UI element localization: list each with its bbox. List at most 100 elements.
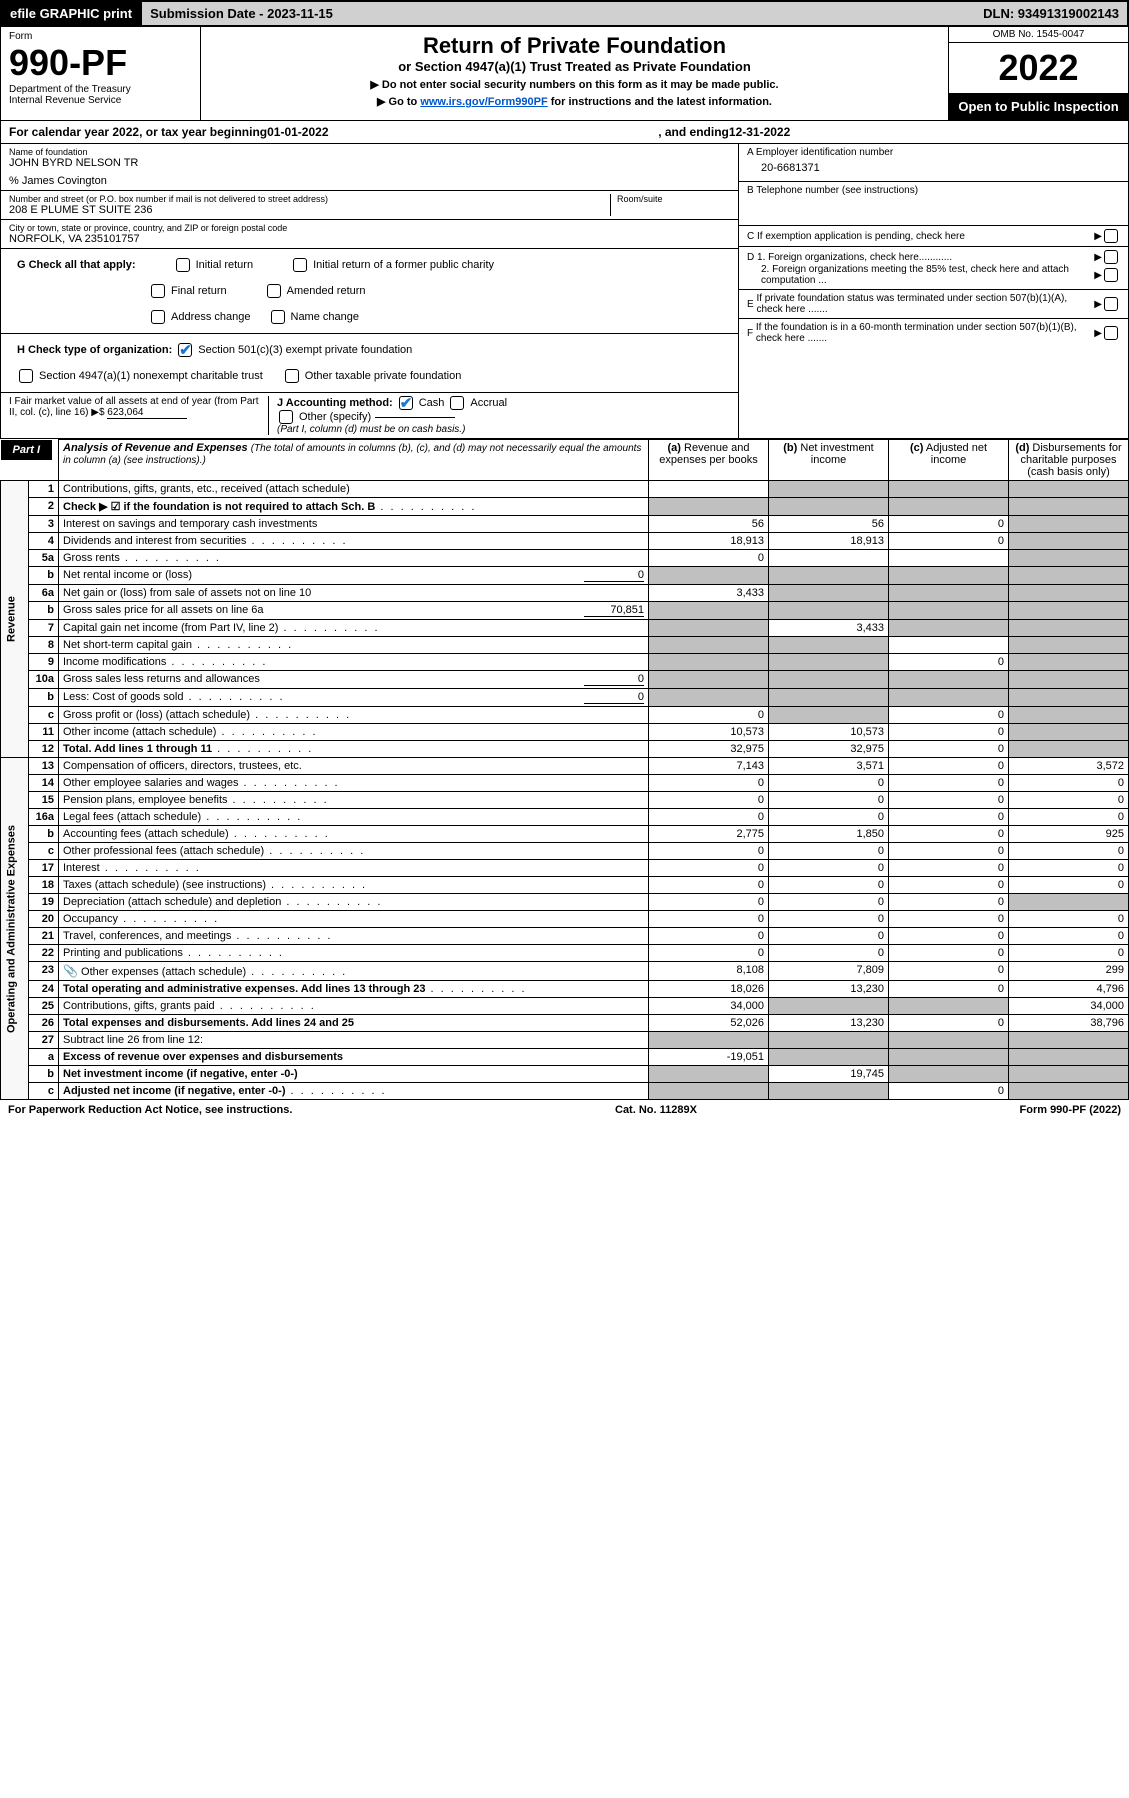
cell-value	[769, 1032, 889, 1049]
table-row: 10aGross sales less returns and allowanc…	[1, 671, 1129, 689]
table-row: bNet investment income (if negative, ent…	[1, 1066, 1129, 1083]
cell-value	[649, 620, 769, 637]
g-section: G Check all that apply: Initial return I…	[1, 249, 738, 334]
cell-value	[769, 498, 889, 516]
cell-value: 34,000	[649, 998, 769, 1015]
cell-value: 0	[1009, 809, 1129, 826]
table-row: bGross sales price for all assets on lin…	[1, 602, 1129, 620]
cell-value	[649, 1032, 769, 1049]
cell-value: 0	[889, 826, 1009, 843]
omb-number: OMB No. 1545-0047	[949, 27, 1128, 43]
cell-value: 0	[649, 911, 769, 928]
table-row: 27Subtract line 26 from line 12:	[1, 1032, 1129, 1049]
name-cell: Name of foundation JOHN BYRD NELSON TR %…	[1, 144, 738, 191]
cell-value: 0	[1009, 860, 1129, 877]
cal-mid: , and ending	[658, 125, 729, 139]
top-bar: efile GRAPHIC print Submission Date - 20…	[0, 0, 1129, 27]
tel-cell: B Telephone number (see instructions)	[739, 182, 1128, 226]
cell-value	[769, 1083, 889, 1100]
table-row: 11Other income (attach schedule)10,57310…	[1, 724, 1129, 741]
city-label: City or town, state or province, country…	[9, 223, 730, 233]
table-row: 12Total. Add lines 1 through 1132,97532,…	[1, 741, 1129, 758]
checkbox-former-charity[interactable]	[293, 258, 307, 272]
submission-date: Submission Date - 2023-11-15	[140, 2, 341, 25]
row-number: 13	[29, 758, 59, 775]
city-cell: City or town, state or province, country…	[1, 220, 738, 249]
cell-value: 0	[649, 707, 769, 724]
cell-value	[649, 671, 769, 689]
cell-value	[889, 550, 1009, 567]
cell-value: 7,143	[649, 758, 769, 775]
cell-value: 0	[769, 809, 889, 826]
calendar-year-row: For calendar year 2022, or tax year begi…	[0, 121, 1129, 144]
g-label: G Check all that apply:	[17, 259, 136, 271]
cell-value: 0	[889, 928, 1009, 945]
row-number: b	[29, 689, 59, 707]
cell-value: 925	[1009, 826, 1129, 843]
table-row: Revenue1Contributions, gifts, grants, et…	[1, 481, 1129, 498]
row-number: 26	[29, 1015, 59, 1032]
checkbox-other-taxable[interactable]	[285, 369, 299, 383]
checkbox-e[interactable]	[1104, 297, 1118, 311]
row-desc: Printing and publications	[59, 945, 649, 962]
cell-value: 0	[889, 792, 1009, 809]
checkbox-accrual[interactable]	[450, 396, 464, 410]
cell-value: 0	[1009, 775, 1129, 792]
row-number: 19	[29, 894, 59, 911]
checkbox-501c3[interactable]	[178, 343, 192, 357]
row-number: 17	[29, 860, 59, 877]
checkbox-amended[interactable]	[267, 284, 281, 298]
col-d-label: (d)	[1015, 442, 1029, 454]
checkbox-f[interactable]	[1104, 326, 1118, 340]
form-number: 990-PF	[9, 42, 192, 84]
cell-value: 0	[889, 775, 1009, 792]
row-number: c	[29, 843, 59, 860]
cell-value	[1009, 1049, 1129, 1066]
checkbox-initial-return[interactable]	[176, 258, 190, 272]
checkbox-d1[interactable]	[1104, 250, 1118, 264]
cell-value: 0	[769, 860, 889, 877]
checkbox-other-method[interactable]	[279, 410, 293, 424]
cell-value	[1009, 1083, 1129, 1100]
cell-value	[769, 1049, 889, 1066]
table-row: 8Net short-term capital gain	[1, 637, 1129, 654]
note2-post: for instructions and the latest informat…	[548, 96, 772, 108]
city-value: NORFOLK, VA 235101757	[9, 233, 730, 245]
row-number: 11	[29, 724, 59, 741]
cell-value	[769, 998, 889, 1015]
row-desc: Gross profit or (loss) (attach schedule)	[59, 707, 649, 724]
checkbox-4947[interactable]	[19, 369, 33, 383]
cell-value: 10,573	[769, 724, 889, 741]
row-number: 24	[29, 981, 59, 998]
checkbox-addr-change[interactable]	[151, 310, 165, 324]
cell-value	[1009, 602, 1129, 620]
row-number: 27	[29, 1032, 59, 1049]
cell-value	[649, 637, 769, 654]
table-row: cGross profit or (loss) (attach schedule…	[1, 707, 1129, 724]
row-number: 21	[29, 928, 59, 945]
cell-value: 0	[649, 550, 769, 567]
checkbox-final-return[interactable]	[151, 284, 165, 298]
row-desc: Interest	[59, 860, 649, 877]
irs-link[interactable]: www.irs.gov/Form990PF	[420, 96, 547, 108]
cell-value	[769, 637, 889, 654]
row-number: b	[29, 567, 59, 585]
cell-value: 0	[1009, 911, 1129, 928]
irs-label: Internal Revenue Service	[9, 95, 192, 106]
cell-value	[1009, 1032, 1129, 1049]
checkbox-c[interactable]	[1104, 229, 1118, 243]
checkbox-name-change[interactable]	[271, 310, 285, 324]
attachment-icon[interactable]: 📎	[63, 964, 78, 978]
row-desc: Net investment income (if negative, ente…	[59, 1066, 649, 1083]
form-subtitle: or Section 4947(a)(1) Trust Treated as P…	[207, 59, 942, 74]
cell-value: 0	[769, 792, 889, 809]
checkbox-d2[interactable]	[1104, 268, 1118, 282]
cell-value: 0	[769, 911, 889, 928]
cell-value: 0	[889, 860, 1009, 877]
checkbox-cash[interactable]	[399, 396, 413, 410]
row-desc: Other income (attach schedule)	[59, 724, 649, 741]
row-number: 7	[29, 620, 59, 637]
part1-table: Part I Analysis of Revenue and Expenses …	[0, 439, 1129, 1100]
cell-value: 0	[889, 1083, 1009, 1100]
cell-value	[649, 1083, 769, 1100]
